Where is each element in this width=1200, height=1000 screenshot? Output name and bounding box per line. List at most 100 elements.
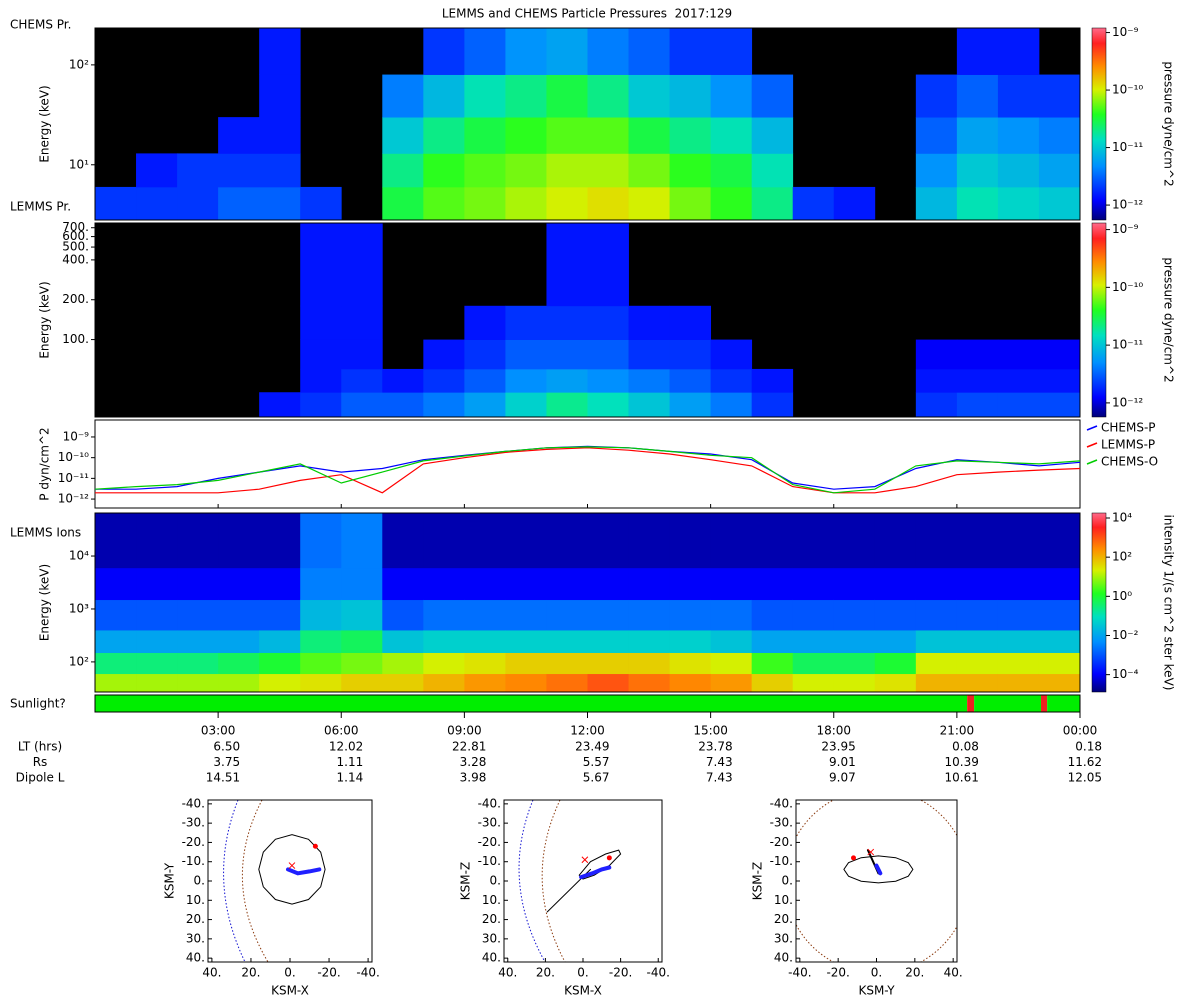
heatmap-cell (1038, 630, 1081, 653)
heatmap-cell (423, 392, 465, 418)
interval (967, 695, 975, 712)
heatmap-cell (136, 673, 178, 693)
heatmap-cell (136, 567, 178, 601)
heatmap-cell (505, 673, 547, 693)
heatmap-cell (177, 630, 219, 653)
heatmap-cell (423, 186, 465, 221)
heatmap-cell (259, 630, 301, 653)
heatmap-cell (751, 74, 794, 118)
heatmap-cell (505, 392, 547, 418)
heatmap-cell (710, 652, 753, 675)
heatmap-cell (464, 153, 506, 188)
y-tick-label: 30. (482, 931, 501, 945)
interval (95, 695, 968, 712)
heatmap-cell (587, 673, 629, 693)
heatmap-cell (341, 223, 383, 307)
heatmap-cell (505, 305, 547, 340)
heatmap-cell (628, 28, 670, 75)
heatmap-cell (792, 673, 835, 693)
heatmap-cell (587, 599, 629, 631)
heatmap-cell (669, 513, 712, 569)
heatmap-cell (833, 630, 876, 653)
heatmap-cell (628, 652, 670, 675)
heatmap-cell (382, 652, 424, 675)
heatmap-cell (423, 567, 465, 601)
colorbar-label: pressure dyne/cm^2 (1162, 61, 1176, 186)
heatmap-cell (751, 368, 794, 393)
heatmap-cell (546, 28, 588, 75)
heatmap-cell (751, 567, 794, 601)
heatmap-cell (546, 673, 588, 693)
heatmap-cell (833, 186, 876, 221)
heatmap-cell (464, 599, 506, 631)
series-line (94, 446, 1081, 494)
y-tick-label: 200. (62, 292, 89, 306)
heatmap-cell (259, 28, 301, 75)
heatmap-cell (1038, 652, 1081, 675)
heatmap-cell (792, 513, 835, 569)
y-tick-label: -40. (478, 796, 501, 810)
heatmap-cell (1038, 599, 1081, 631)
heatmap-cell (382, 599, 424, 631)
heatmap-cell (915, 339, 958, 370)
heatmap-cell (792, 567, 835, 601)
y-tick-label: -30. (182, 816, 205, 830)
heatmap-cell (218, 153, 260, 188)
heatmap-cell (546, 513, 588, 569)
legend-swatch (1086, 442, 1098, 448)
heatmap-cell (874, 567, 917, 601)
heatmap-cell (915, 392, 958, 418)
heatmap-cell (956, 368, 999, 393)
heatmap-cell (587, 392, 629, 418)
heatmap-cell (505, 74, 547, 118)
heatmap-cell (628, 339, 670, 370)
y-tick-label: -30. (478, 816, 501, 830)
row-value: 0.18 (1075, 740, 1102, 754)
row-value: 9.01 (829, 755, 856, 769)
heatmap-cell (833, 599, 876, 631)
heatmap-cell (751, 186, 794, 221)
heatmap-cell (136, 153, 178, 188)
x-tick-label: 21:00 (940, 724, 975, 738)
heatmap-cell (956, 117, 999, 154)
heatmap-cell (95, 673, 137, 693)
heatmap-cell (423, 74, 465, 118)
heatmap-cell (300, 599, 342, 631)
heatmap-cell (956, 673, 999, 693)
heatmap-cell (628, 186, 670, 221)
colorbar-label: intensity 1/(s cm^2 ster keV) (1162, 515, 1176, 691)
y-tick-label: 20. (482, 912, 501, 926)
heatmap-cell (341, 513, 383, 569)
y-tick-label: -20. (770, 835, 793, 849)
heatmap-cell (915, 630, 958, 653)
heatmap-cell (177, 652, 219, 675)
y-tick-label: 30. (774, 931, 793, 945)
heatmap-cell (669, 305, 712, 340)
heatmap-cell (710, 28, 753, 75)
plot-frame (94, 419, 1081, 509)
heatmap-cell (505, 153, 547, 188)
heatmap-cell (423, 652, 465, 675)
heatmap-cell (669, 28, 712, 75)
x-tick-label: -20. (826, 966, 849, 980)
heatmap-cell (669, 153, 712, 188)
y-tick-label: 400. (62, 252, 89, 266)
y-axis-label: KSM-Z (459, 862, 473, 900)
marker-x (581, 856, 589, 864)
heatmap-cell (956, 392, 999, 418)
heatmap-cell (669, 117, 712, 154)
heatmap-cell (382, 74, 424, 118)
heatmap-cell (997, 153, 1040, 188)
heatmap-cell (300, 513, 342, 569)
heatmap-cell (259, 74, 301, 118)
heatmap-cell (423, 117, 465, 154)
y-tick-label: 10⁴ (69, 549, 89, 563)
heatmap-cell (423, 513, 465, 569)
heatmap-cell (997, 117, 1040, 154)
chart-title: LEMMS and CHEMS Particle Pressures 2017:… (442, 7, 732, 21)
heatmap-cell (628, 74, 670, 118)
heatmap-cell (997, 630, 1040, 653)
y-tick-label: 600. (62, 229, 89, 243)
heatmap-cell (95, 652, 137, 675)
heatmap-cell (751, 392, 794, 418)
